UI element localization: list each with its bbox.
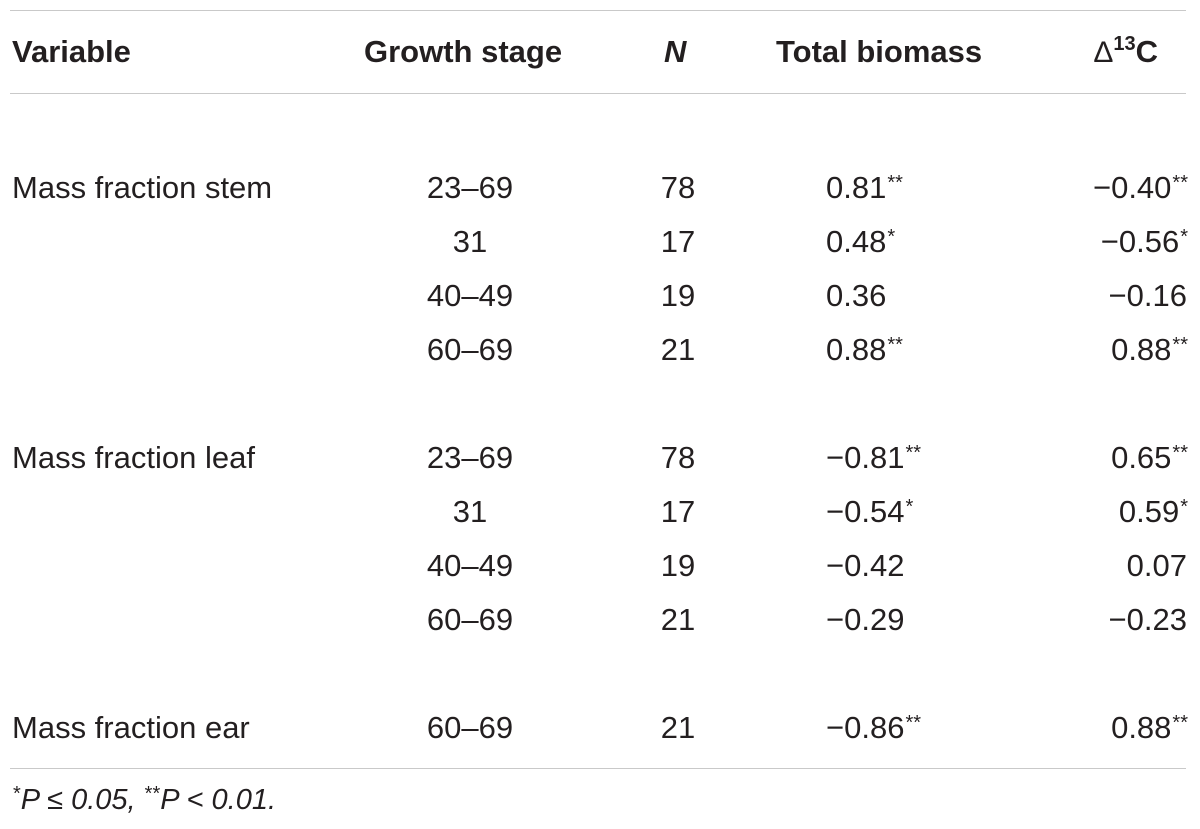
row-n: 78: [660, 440, 696, 475]
row-growth-stage: 23–69: [426, 170, 514, 205]
row-total-biomass: −0.86**: [826, 706, 921, 754]
header-delta-symbol: Δ: [1093, 36, 1114, 69]
row-delta-13c: 0.65**: [1111, 436, 1188, 484]
row-delta-13c-value: −0.40: [1092, 170, 1172, 205]
row-n: 21: [660, 602, 696, 637]
row-total-biomass-value: −0.54: [826, 494, 905, 529]
row-total-biomass-value: −0.86: [826, 710, 905, 745]
row-total-biomass-significance: **: [905, 712, 922, 734]
row-total-biomass: 0.48*: [826, 220, 895, 268]
row-delta-13c: 0.88**: [1111, 706, 1188, 754]
header-n: N: [664, 30, 686, 74]
header-delta-13c: Δ13C: [1093, 30, 1158, 78]
row-delta-13c-value: −0.16: [1108, 278, 1187, 313]
header-variable: Variable: [12, 34, 131, 69]
row-delta-13c-value: −0.56: [1100, 224, 1180, 259]
row-delta-13c-value: 0.65: [1111, 440, 1172, 475]
row-total-biomass-significance: **: [887, 172, 903, 194]
row-growth-stage: 40–49: [426, 278, 514, 313]
table-footnote: *P ≤ 0.05, **P < 0.01.: [13, 783, 277, 816]
row-delta-13c: −0.40**: [1093, 166, 1188, 214]
row-growth-stage: 60–69: [426, 332, 514, 367]
table-bottom-rule: [10, 768, 1186, 769]
header-delta-tail: C: [1135, 34, 1158, 69]
footnote-stars: **: [144, 783, 161, 805]
row-total-biomass-significance: **: [905, 442, 922, 464]
header-total-biomass: Total biomass: [776, 34, 983, 69]
row-delta-13c-significance: **: [1172, 712, 1188, 734]
row-total-biomass: 0.36: [826, 274, 887, 322]
row-total-biomass-significance: *: [887, 226, 896, 248]
header-bottom-rule: [10, 93, 1186, 94]
row-variable: Mass fraction leaf: [12, 440, 255, 475]
footnote-stars: *: [13, 783, 21, 805]
row-delta-13c-significance: *: [1180, 496, 1188, 518]
table-top-rule: [10, 10, 1186, 11]
row-delta-13c: 0.88**: [1111, 328, 1188, 376]
header-delta-sup: 13: [1113, 33, 1136, 55]
row-total-biomass: −0.42: [826, 544, 905, 592]
row-total-biomass: 0.88**: [826, 328, 903, 376]
row-delta-13c-value: 0.59: [1118, 494, 1180, 529]
row-n: 21: [660, 332, 696, 367]
row-delta-13c: −0.16: [1109, 274, 1188, 322]
row-total-biomass-value: 0.88: [826, 332, 887, 367]
row-variable: Mass fraction ear: [12, 710, 250, 745]
row-delta-13c-significance: **: [1172, 334, 1188, 356]
row-total-biomass: 0.81**: [826, 166, 903, 214]
row-n: 19: [660, 278, 696, 313]
row-total-biomass: −0.29: [826, 598, 905, 646]
row-growth-stage: 23–69: [426, 440, 514, 475]
row-delta-13c: 0.59*: [1119, 490, 1188, 538]
row-delta-13c-value: −0.23: [1108, 602, 1187, 637]
row-growth-stage: 31: [452, 494, 488, 529]
row-n: 78: [660, 170, 696, 205]
row-n: 21: [660, 710, 696, 745]
row-total-biomass-value: 0.48: [826, 224, 887, 259]
row-growth-stage: 31: [452, 224, 488, 259]
header-growth-stage: Growth stage: [364, 34, 563, 69]
row-growth-stage: 60–69: [426, 602, 514, 637]
header-n-label: N: [664, 34, 687, 69]
row-total-biomass-significance: **: [887, 334, 903, 356]
row-growth-stage: 40–49: [426, 548, 514, 583]
row-total-biomass-value: −0.29: [826, 602, 905, 637]
row-delta-13c: −0.56*: [1101, 220, 1188, 268]
row-growth-stage: 60–69: [426, 710, 514, 745]
row-delta-13c: 0.07: [1127, 544, 1188, 592]
row-delta-13c-significance: *: [1180, 226, 1188, 248]
row-delta-13c-value: 0.07: [1126, 548, 1187, 583]
row-n: 17: [660, 224, 696, 259]
row-total-biomass-value: 0.81: [826, 170, 887, 205]
row-n: 17: [660, 494, 696, 529]
row-total-biomass: −0.81**: [826, 436, 921, 484]
row-total-biomass-value: −0.42: [826, 548, 905, 583]
row-total-biomass-value: 0.36: [826, 278, 887, 313]
row-delta-13c-significance: **: [1172, 172, 1188, 194]
row-total-biomass-value: −0.81: [826, 440, 905, 475]
row-delta-13c-value: 0.88: [1111, 710, 1172, 745]
row-variable: Mass fraction stem: [12, 170, 273, 205]
row-n: 19: [660, 548, 696, 583]
row-delta-13c: −0.23: [1109, 598, 1188, 646]
row-total-biomass: −0.54*: [826, 490, 913, 538]
row-total-biomass-significance: *: [905, 496, 914, 518]
row-delta-13c-significance: **: [1172, 442, 1188, 464]
row-delta-13c-value: 0.88: [1111, 332, 1172, 367]
